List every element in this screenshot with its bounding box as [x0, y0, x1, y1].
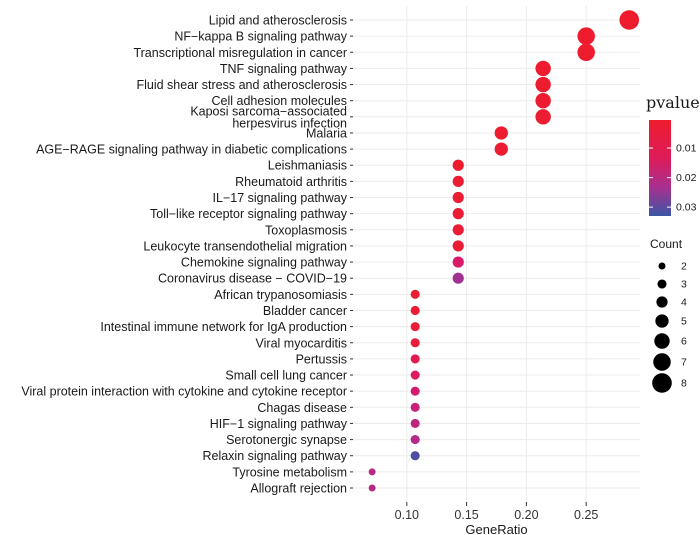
x-tick-label: 0.25 [574, 508, 598, 522]
category-label: Chemokine signaling pathway [181, 256, 348, 270]
category-label: Viral protein interaction with cytokine … [21, 385, 347, 399]
data-point [452, 256, 464, 268]
category-label: Rheumatoid arthritis [235, 175, 347, 189]
category-label: Pertussis [296, 352, 347, 366]
count-legend-label: 8 [681, 378, 687, 390]
category-label: Chagas disease [257, 401, 347, 415]
category-label: Leukocyte transendothelial migration [143, 239, 347, 253]
data-point [410, 338, 420, 348]
pvalue-legend-title: pvalue [646, 93, 700, 112]
data-point [410, 305, 420, 316]
x-axis-ticks: 0.10 0.15 0.20 0.25 [395, 502, 598, 522]
count-legend-dot [654, 333, 670, 349]
data-point [368, 468, 376, 476]
colorbar-tick-label: 0.03 [676, 202, 697, 214]
data-point [535, 60, 551, 77]
data-point [494, 126, 508, 140]
category-label: AGE−RAGE signaling pathway in diabetic c… [36, 143, 347, 157]
category-label: Allograft rejection [250, 482, 347, 496]
data-point [410, 289, 420, 299]
data-point [452, 208, 464, 220]
category-label: Coronavirus disease − COVID−19 [158, 272, 347, 286]
data-point [535, 92, 551, 109]
category-label: Viral myocarditis [256, 336, 347, 350]
data-point [535, 109, 551, 125]
count-legend-label: 2 [681, 261, 687, 273]
category-label: Tyrosine metabolism [232, 465, 347, 479]
category-label: Fluid shear stress and atherosclerosis [136, 78, 347, 92]
data-point [410, 370, 420, 380]
count-legend-label: 4 [681, 297, 687, 309]
count-legend-dot [657, 279, 667, 289]
data-point [410, 435, 420, 445]
data-point [410, 418, 420, 428]
category-labels: Lipid and atherosclerosis NF−kappa B sign… [21, 14, 353, 496]
count-legend-label: 3 [681, 279, 687, 291]
pvalue-colorbar [649, 120, 671, 216]
category-label: HIF−1 signaling pathway [210, 417, 348, 431]
category-label: Malaria [306, 126, 347, 140]
data-point [452, 191, 464, 204]
data-point [410, 354, 420, 364]
category-label: Cell adhesion molecules [212, 94, 348, 108]
category-label: TNF signaling pathway [220, 62, 348, 76]
x-tick-label: 0.10 [395, 508, 419, 522]
category-label: Transcriptional misregulation in cancer [133, 46, 347, 60]
data-point [452, 224, 464, 236]
count-legend-dot [653, 353, 671, 371]
count-legend-label: 6 [681, 336, 687, 348]
x-tick-label: 0.15 [454, 508, 478, 522]
data-point [452, 159, 464, 171]
data-point [577, 43, 595, 62]
category-label: Leishmaniasis [268, 159, 347, 173]
count-legend-dot [655, 314, 669, 328]
plot-panel [353, 6, 640, 502]
count-legend: Count 2 3 4 5 6 7 8 [650, 237, 687, 393]
category-label: IL−17 signaling pathway [213, 191, 348, 205]
category-label: Toxoplasmosis [265, 223, 347, 237]
data-point [368, 484, 376, 492]
x-axis-title: GeneRatio [465, 522, 527, 535]
data-point [410, 451, 420, 461]
count-legend-label: 5 [681, 316, 687, 328]
category-label: Relaxin signaling pathway [202, 449, 347, 463]
data-point [410, 322, 420, 332]
category-label: African trypanosomiasis [214, 288, 347, 302]
data-points [368, 10, 640, 492]
count-legend-title: Count [650, 237, 683, 251]
category-label: Toll−like receptor signaling pathway [150, 207, 348, 221]
category-label: Bladder cancer [263, 304, 347, 318]
data-point [410, 386, 420, 396]
count-legend-label: 7 [681, 357, 687, 369]
colorbar-tick-label: 0.02 [676, 172, 697, 184]
category-label: Kaposi sarcoma−associated herpesvirus inf… [190, 104, 347, 130]
colorbar-tick-label: 0.01 [676, 143, 697, 155]
data-point [452, 175, 464, 187]
category-label: Lipid and atherosclerosis [209, 14, 347, 28]
count-legend-dot [658, 262, 666, 270]
category-label: NF−kappa B signaling pathway [174, 30, 347, 44]
x-tick-label: 0.20 [514, 508, 538, 522]
count-legend-dot [652, 373, 672, 393]
category-label: Small cell lung cancer [225, 369, 347, 383]
data-point [535, 76, 551, 93]
data-point [577, 27, 595, 45]
category-label: Intestinal immune network for IgA produc… [100, 320, 347, 334]
count-legend-dot [656, 296, 668, 308]
data-point [452, 240, 464, 252]
data-point [410, 402, 420, 412]
data-point [494, 142, 508, 156]
pvalue-legend: pvalue 0.01 0.02 0.03 [646, 93, 700, 216]
data-point [619, 10, 640, 30]
data-point [452, 272, 464, 284]
category-label: Serotonergic synapse [226, 433, 347, 447]
